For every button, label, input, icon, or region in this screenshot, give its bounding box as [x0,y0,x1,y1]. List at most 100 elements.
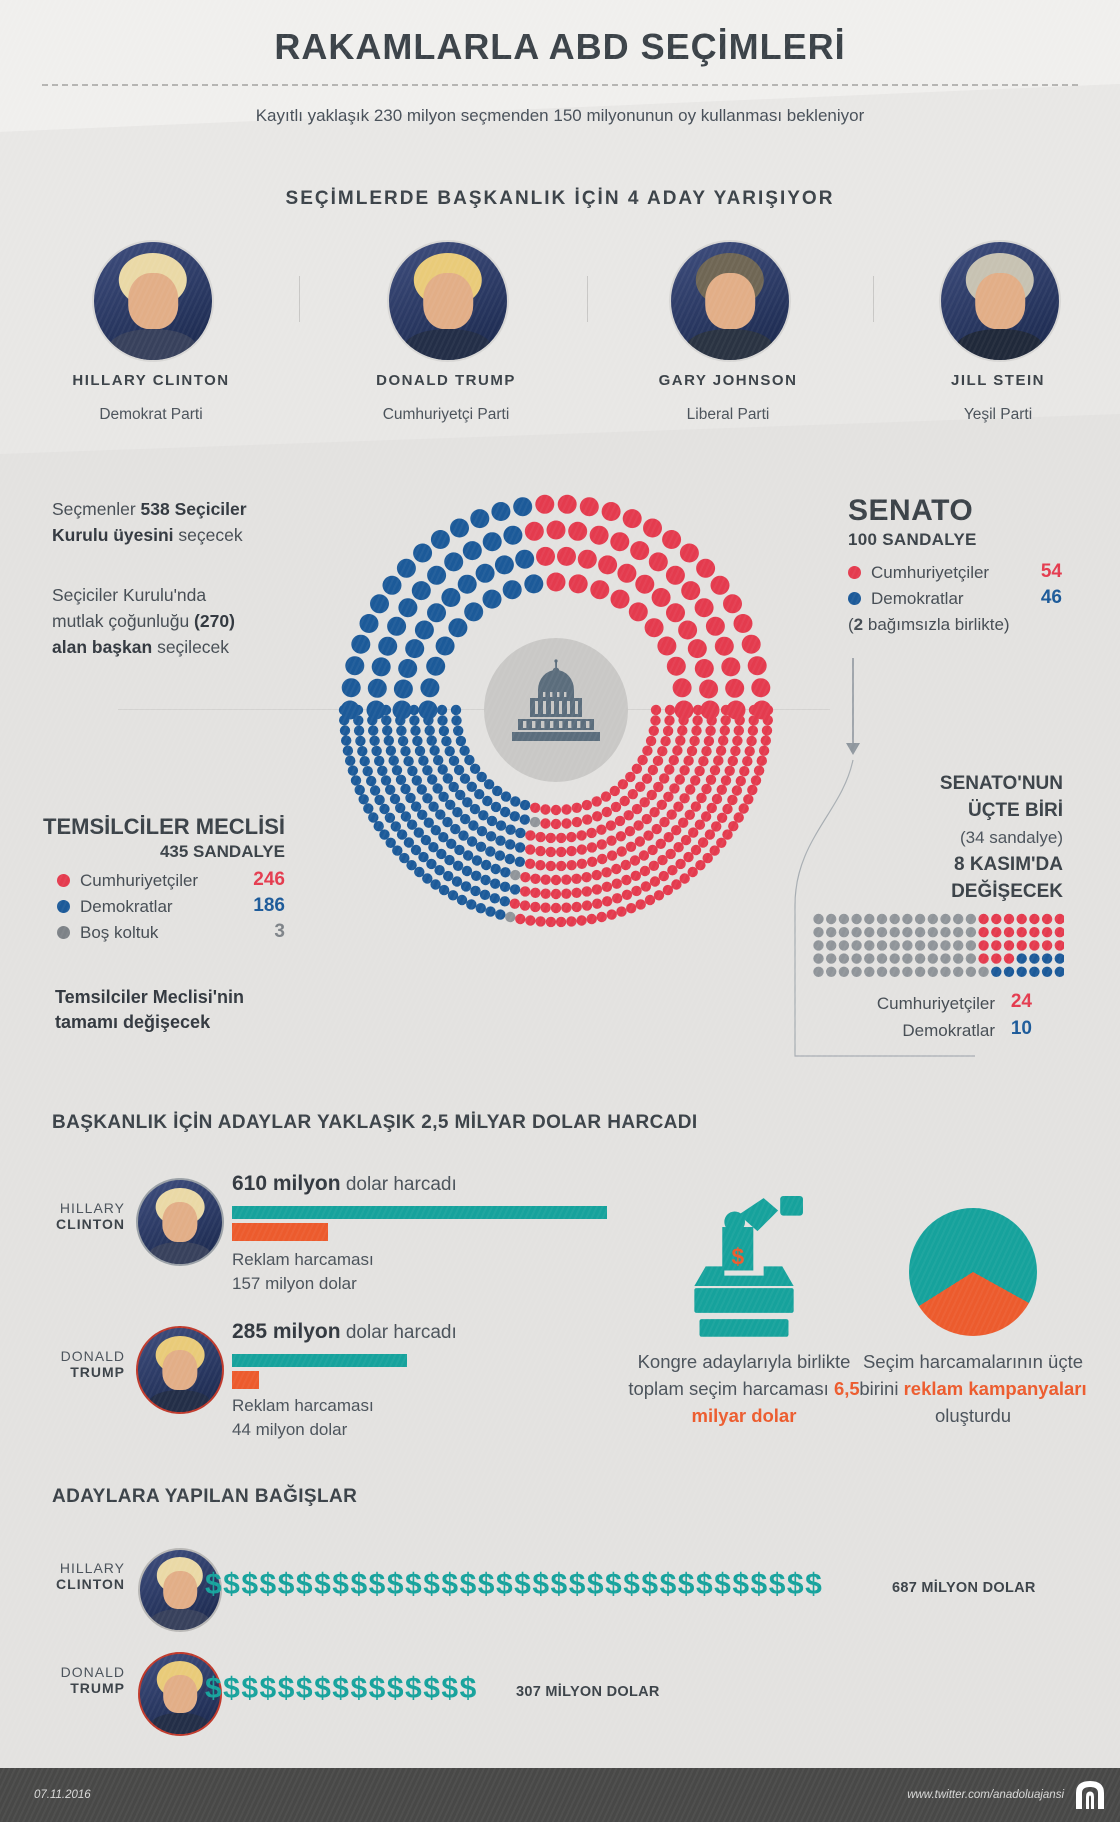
text-segment-bold: ÜÇTE BİRİ [968,800,1063,821]
text-segment-bold: 8 KASIM'DA [953,854,1063,875]
text-segment: DONALD [60,1664,125,1680]
house-seats: 435 SANDALYE [159,842,285,861]
avatar-body [404,329,492,360]
avatar-face [162,1349,198,1391]
spending-row-name-clinton: HILLARY CLINTON [15,1200,125,1232]
text-segment: oluşturdu [934,1405,1012,1426]
spending-total-bar-trump [232,1354,407,1367]
senate-third-dot-matrix [813,913,1064,977]
legend-dot-vacant [57,926,70,939]
congress-spending-note: Kongre adaylarıyla birlikte toplam seçim… [616,1348,872,1429]
pie-note: Seçim harcamalarının üçte birini reklam … [848,1348,1098,1429]
avatar-body [150,1609,210,1630]
text-segment: DONALD [60,1348,125,1364]
text-segment: seçilecek [152,637,230,657]
text-segment: seçecek [173,525,243,545]
candidate-photo-donald-trump [387,240,509,362]
avatar-face [163,1674,197,1714]
text-segment: ( [848,615,854,634]
avatar-face [128,272,178,330]
text-segment-bold: 610 milyon [232,1172,341,1195]
text-segment: (34 sandalye) [959,828,1063,847]
spending-amount-clinton: 610 milyon dolar harcadı [232,1172,457,1196]
avatar-body [109,329,197,360]
avatar-face [163,1570,197,1610]
senate-legend-democrat-label: Demokratlar [871,589,964,608]
chart-equator-line [118,709,830,710]
avatar-body [150,1713,210,1734]
spending-photo-clinton [136,1178,224,1266]
spending-amount-trump: 285 milyon dolar harcadı [232,1320,457,1344]
house-legend-democrat-label: Demokratlar [80,897,173,916]
avatar-body [956,329,1044,360]
text-segment: Kongre adaylarıyla birlikte toplam seçim… [628,1351,851,1399]
avatar-face [423,272,473,330]
spending-ad-amount-clinton: 157 milyon dolar [232,1274,357,1293]
senate-third-republican-count: 24 [1010,991,1032,1012]
senate-title: SENATO [848,494,974,527]
legend-dot-republican [848,566,861,579]
text-segment-bold: Temsilciler Meclisi'nin [55,987,245,1007]
senate-seats: 100 SANDALYE [848,530,977,549]
donation-row-name-clinton: HILLARY CLINTON [15,1560,125,1592]
text-segment-bold: CLINTON [56,1216,125,1232]
candidate-name: JILL STEIN [951,372,1045,389]
dollar-pictograph-trump: $$$$$$$$$$$$$$$ [205,1672,478,1705]
candidate-separator [587,276,588,322]
spending-photo-trump [136,1326,224,1414]
legend-dot-democrat [848,592,861,605]
house-legend-republican-label: Cumhuriyetçiler [80,871,199,890]
text-segment: HILLARY [59,1560,125,1576]
donation-photo-trump [138,1652,222,1736]
text-segment-bold: DEĞİŞECEK [951,881,1063,902]
legend-dot-democrat [57,900,70,913]
candidate-party: Liberal Parti [686,406,770,423]
candidate-party: Yeşil Parti [963,406,1033,423]
congress-seat-chart [338,494,774,928]
connector-line [794,759,975,1057]
spending-ad-label-trump: Reklam harcaması [232,1396,374,1415]
text-segment: HILLARY [59,1200,125,1216]
spending-heading: BAŞKANLIK İÇİN ADAYLAR YAKLAŞIK 2,5 MİLY… [52,1112,698,1133]
dollar-pictograph-clinton: $$$$$$$$$$$$$$$$$$$$$$$$$$$$$$$$$$ [205,1568,824,1601]
house-legend-vacant-label: Boş koltuk [80,923,159,942]
text-segment-bold: alan başkan [52,637,153,657]
house-vacant-count: 3 [274,921,285,942]
avatar-body [686,329,774,360]
senate-third-note: SENATO'NUN ÜÇTE BİRİ (34 sandalye) 8 KAS… [863,770,1063,905]
text-segment-highlight: reklam kampanyaları [903,1378,1087,1399]
senate-democrat-count: 46 [1040,587,1062,608]
avatar-face [705,272,755,330]
candidate-photo-hillary-clinton [92,240,214,362]
avatar-body [148,1390,212,1412]
candidate-name: HILLARY CLINTON [72,372,230,389]
spending-ad-amount-trump: 44 milyon dolar [232,1420,348,1439]
candidate-photo-jill-stein [939,240,1061,362]
candidates-section-title: SEÇİMLERDE BAŞKANLIK İÇİN 4 ADAY YARIŞIY… [285,188,835,209]
footer-twitter-link[interactable]: www.twitter.com/anadoluajansi [907,1789,1064,1801]
donation-amount-clinton: 687 MİLYON DOLAR [892,1580,1036,1596]
house-change-note: Temsilciler Meclisi'nin tamamı değişecek [55,985,244,1035]
spending-total-bar-clinton [232,1206,607,1219]
legend-dot-republican [57,874,70,887]
text-segment-bold: 2 [853,615,864,634]
avatar-face [975,272,1025,330]
text-segment-highlight: 6,5 milyar dolar [691,1378,860,1426]
text-segment-bold: Kurulu üyesini [52,525,174,545]
senate-third-democrat-count: 10 [1010,1018,1032,1039]
house-democrat-count: 186 [253,895,285,916]
text-segment-bold: 538 Seçiciler [140,499,247,519]
electoral-college-note-1: Seçmenler 538 Seçiciler Kurulu üyesini s… [52,496,332,548]
house-republican-count: 246 [253,869,285,890]
text-segment: Seçiciler Kurulu'nda [52,585,207,605]
text-segment: Seçmenler [52,499,141,519]
senate-republican-count: 54 [1040,561,1062,582]
text-segment-bold: 285 milyon [232,1320,341,1343]
senate-legend-republican-label: Cumhuriyetçiler [871,563,990,582]
senate-third-democrat-label: Demokratlar [902,1021,995,1040]
footer-bar [0,1768,1120,1822]
candidate-separator [299,276,300,322]
page-title: RAKAMLARLA ABD SEÇİMLERİ [274,26,846,67]
text-segment-bold: SENATO'NUN [939,773,1063,794]
